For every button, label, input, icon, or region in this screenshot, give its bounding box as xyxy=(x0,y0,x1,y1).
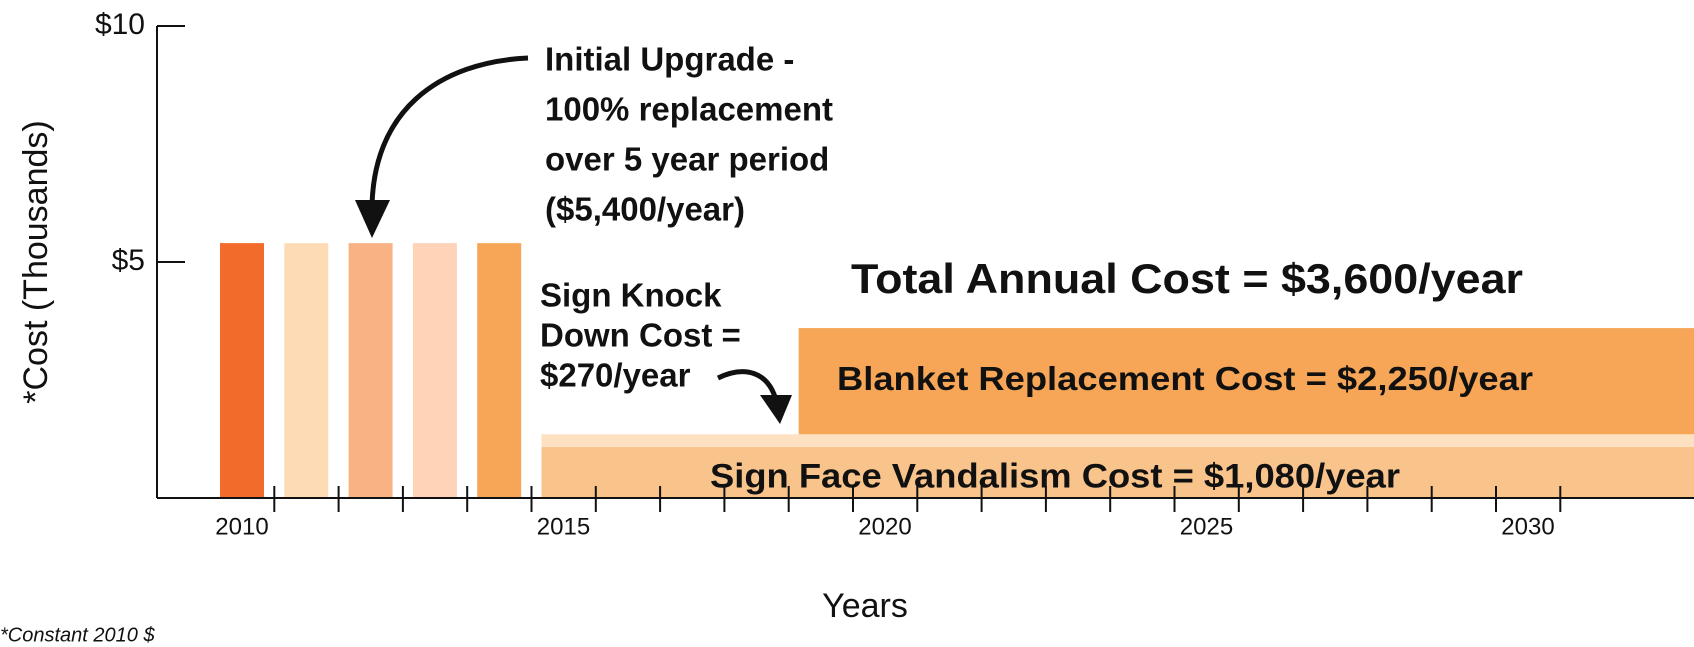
annotation: Initial Upgrade - xyxy=(545,41,794,78)
band-label: Blanket Replacement Cost = $2,250/year xyxy=(837,360,1533,397)
band xyxy=(541,447,1694,498)
bar xyxy=(477,243,522,498)
band-label: Sign Face Vandalism Cost = $1,080/year xyxy=(710,457,1400,495)
band-label: $270/year xyxy=(540,357,691,394)
bar xyxy=(284,243,329,498)
x-tick-label: 2015 xyxy=(537,513,590,540)
band-label: Sign Knock xyxy=(540,277,722,314)
arrowhead xyxy=(760,395,792,424)
annotation: over 5 year period xyxy=(545,141,829,178)
x-axis-label: Years xyxy=(822,587,908,625)
x-tick-label: 2025 xyxy=(1180,513,1233,540)
arrow xyxy=(369,55,529,216)
band-label: Down Cost = xyxy=(540,317,741,354)
x-tick-label: 2030 xyxy=(1501,513,1554,540)
bar xyxy=(412,243,457,498)
footnote: *Constant 2010 $ xyxy=(0,624,155,646)
y-axis-label: *Cost (Thousands) xyxy=(17,120,55,403)
total-label: Total Annual Cost = $3,600/year xyxy=(851,255,1523,302)
x-tick-label: 2010 xyxy=(215,513,268,540)
bar xyxy=(348,243,393,498)
annotation: ($5,400/year) xyxy=(545,191,745,228)
arrow xyxy=(716,369,779,401)
annotation: 100% replacement xyxy=(545,91,833,128)
band xyxy=(798,328,1694,435)
y-tick-label: $10 xyxy=(95,8,145,41)
y-tick-label: $5 xyxy=(112,244,145,277)
arrows xyxy=(355,55,792,424)
x-tick-label: 2020 xyxy=(858,513,911,540)
arrowhead xyxy=(355,200,390,238)
band xyxy=(541,434,1694,448)
bar xyxy=(220,243,264,498)
